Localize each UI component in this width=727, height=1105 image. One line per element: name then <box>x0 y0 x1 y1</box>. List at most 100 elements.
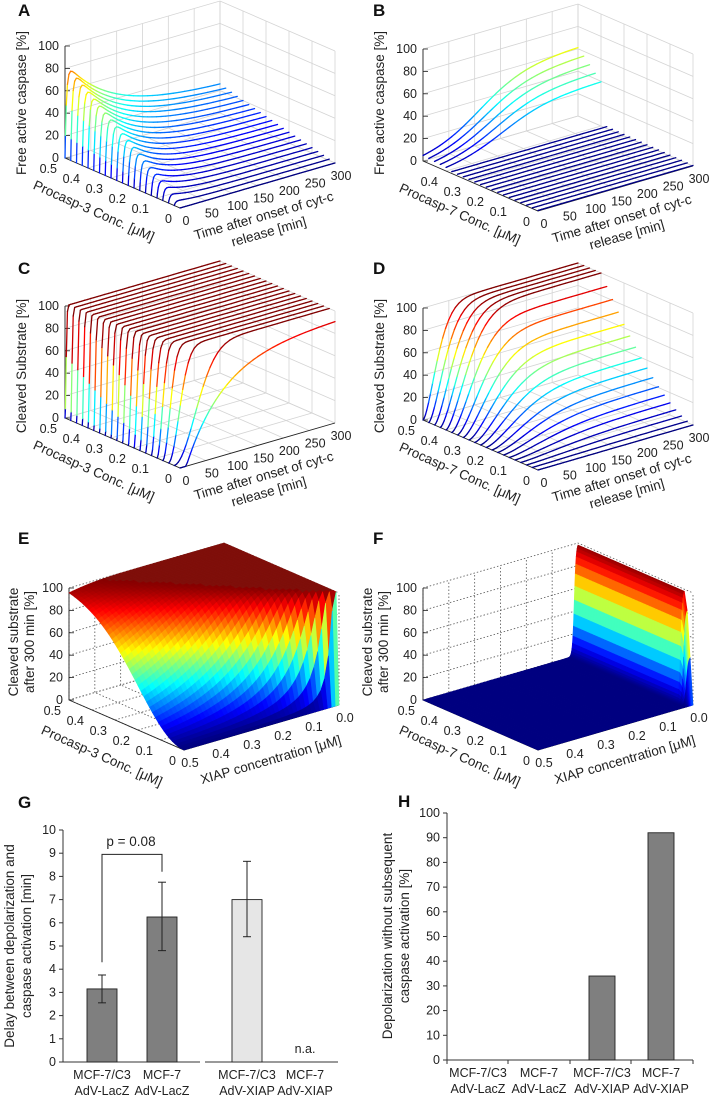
curve-segment <box>250 322 255 323</box>
curve-segment <box>640 153 646 155</box>
curve-segment <box>154 414 155 437</box>
conc-tick-label: 0 <box>523 215 530 229</box>
curve-segment <box>305 310 311 312</box>
curve-segment <box>514 120 519 123</box>
curve-segment <box>258 184 263 185</box>
curve-segment <box>65 105 66 135</box>
curve-segment <box>212 400 216 406</box>
curve-segment <box>138 345 140 370</box>
curve-segment <box>584 374 589 376</box>
curve-segment <box>646 177 651 179</box>
curve-segment <box>630 436 635 438</box>
curve-segment <box>182 124 187 125</box>
curve-segment <box>227 148 232 149</box>
curve-segment <box>101 348 102 397</box>
curve-segment <box>259 306 265 308</box>
curve-segment <box>202 285 207 287</box>
curve-segment <box>120 289 124 290</box>
curve-segment <box>236 123 242 125</box>
curve-segment <box>248 293 254 295</box>
curve-segment <box>262 177 267 178</box>
curve-segment <box>271 299 277 301</box>
curve-segment <box>646 169 652 171</box>
curve-segment <box>202 315 207 316</box>
curve-segment <box>208 292 213 294</box>
time-tick-label: 0.0 <box>336 711 353 725</box>
curve-segment <box>624 336 630 338</box>
curve-segment <box>560 271 566 273</box>
curve-segment <box>517 156 521 157</box>
curve-segment <box>617 387 623 389</box>
curve-segment <box>235 322 240 323</box>
curve-segment <box>166 116 171 117</box>
curve-segment <box>271 141 277 143</box>
curve-segment <box>425 410 426 415</box>
curve-segment <box>248 305 253 307</box>
curve-segment <box>186 290 191 291</box>
curve-segment <box>317 306 323 308</box>
curve-segment <box>588 319 594 321</box>
curve-segment <box>277 293 283 295</box>
curve-segment <box>192 443 194 449</box>
curve-segment <box>184 303 189 304</box>
curve-segment <box>254 124 260 126</box>
curve-segment <box>554 86 560 88</box>
conc-tick-label: 0.3 <box>444 444 461 458</box>
curve-segment <box>533 354 538 357</box>
curve-segment <box>558 371 563 373</box>
curve-segment <box>150 288 155 289</box>
curve-segment <box>240 189 244 190</box>
curve-segment <box>311 163 317 165</box>
curve-segment <box>537 423 541 426</box>
curve-segment <box>187 294 192 295</box>
curve-segment <box>205 322 209 323</box>
curve-segment <box>519 117 524 120</box>
curve-segment <box>537 352 542 355</box>
curve-segment <box>533 160 538 161</box>
curve-segment <box>635 142 641 144</box>
curve-segment <box>221 344 225 348</box>
curve-segment <box>235 168 240 169</box>
curve-segment <box>192 151 197 152</box>
curve-segment <box>669 171 675 173</box>
curve-segment <box>257 179 262 180</box>
curve-segment <box>476 141 480 144</box>
curve-segment <box>129 286 134 287</box>
curve-segment <box>641 179 646 181</box>
curve-segment <box>225 340 229 343</box>
curve-segment <box>489 315 493 320</box>
curve-segment <box>546 391 550 394</box>
curve-segment <box>179 97 184 98</box>
curve-segment <box>240 321 245 322</box>
z-tick-label: 40 <box>45 366 59 380</box>
curve-segment <box>248 142 254 144</box>
conc-tick-label: 0.2 <box>109 452 126 466</box>
curve-segment <box>300 332 306 334</box>
curve-segment <box>134 332 136 338</box>
curve-segment <box>506 283 511 284</box>
grid-line <box>423 4 693 54</box>
curve-segment <box>664 159 670 161</box>
curve-segment <box>592 172 597 173</box>
curve-segment <box>148 398 149 426</box>
curve-segment <box>585 386 590 388</box>
curve-segment <box>158 278 163 279</box>
curve-segment <box>106 403 107 431</box>
curve-segment <box>261 167 266 169</box>
z-tick-label: 100 <box>396 42 417 56</box>
curve-segment <box>272 320 277 322</box>
curve-segment <box>188 298 193 299</box>
curve-segment <box>209 296 214 298</box>
curve-segment <box>237 145 242 146</box>
curve-segment <box>435 360 437 372</box>
curve-segment <box>513 406 517 410</box>
curve-segment <box>586 444 590 445</box>
curve-segment <box>213 101 219 102</box>
curve-segment <box>241 172 246 173</box>
curve-segment <box>254 279 260 281</box>
curve-segment <box>490 362 494 368</box>
curve-segment <box>620 439 625 441</box>
curve-segment <box>508 376 512 381</box>
